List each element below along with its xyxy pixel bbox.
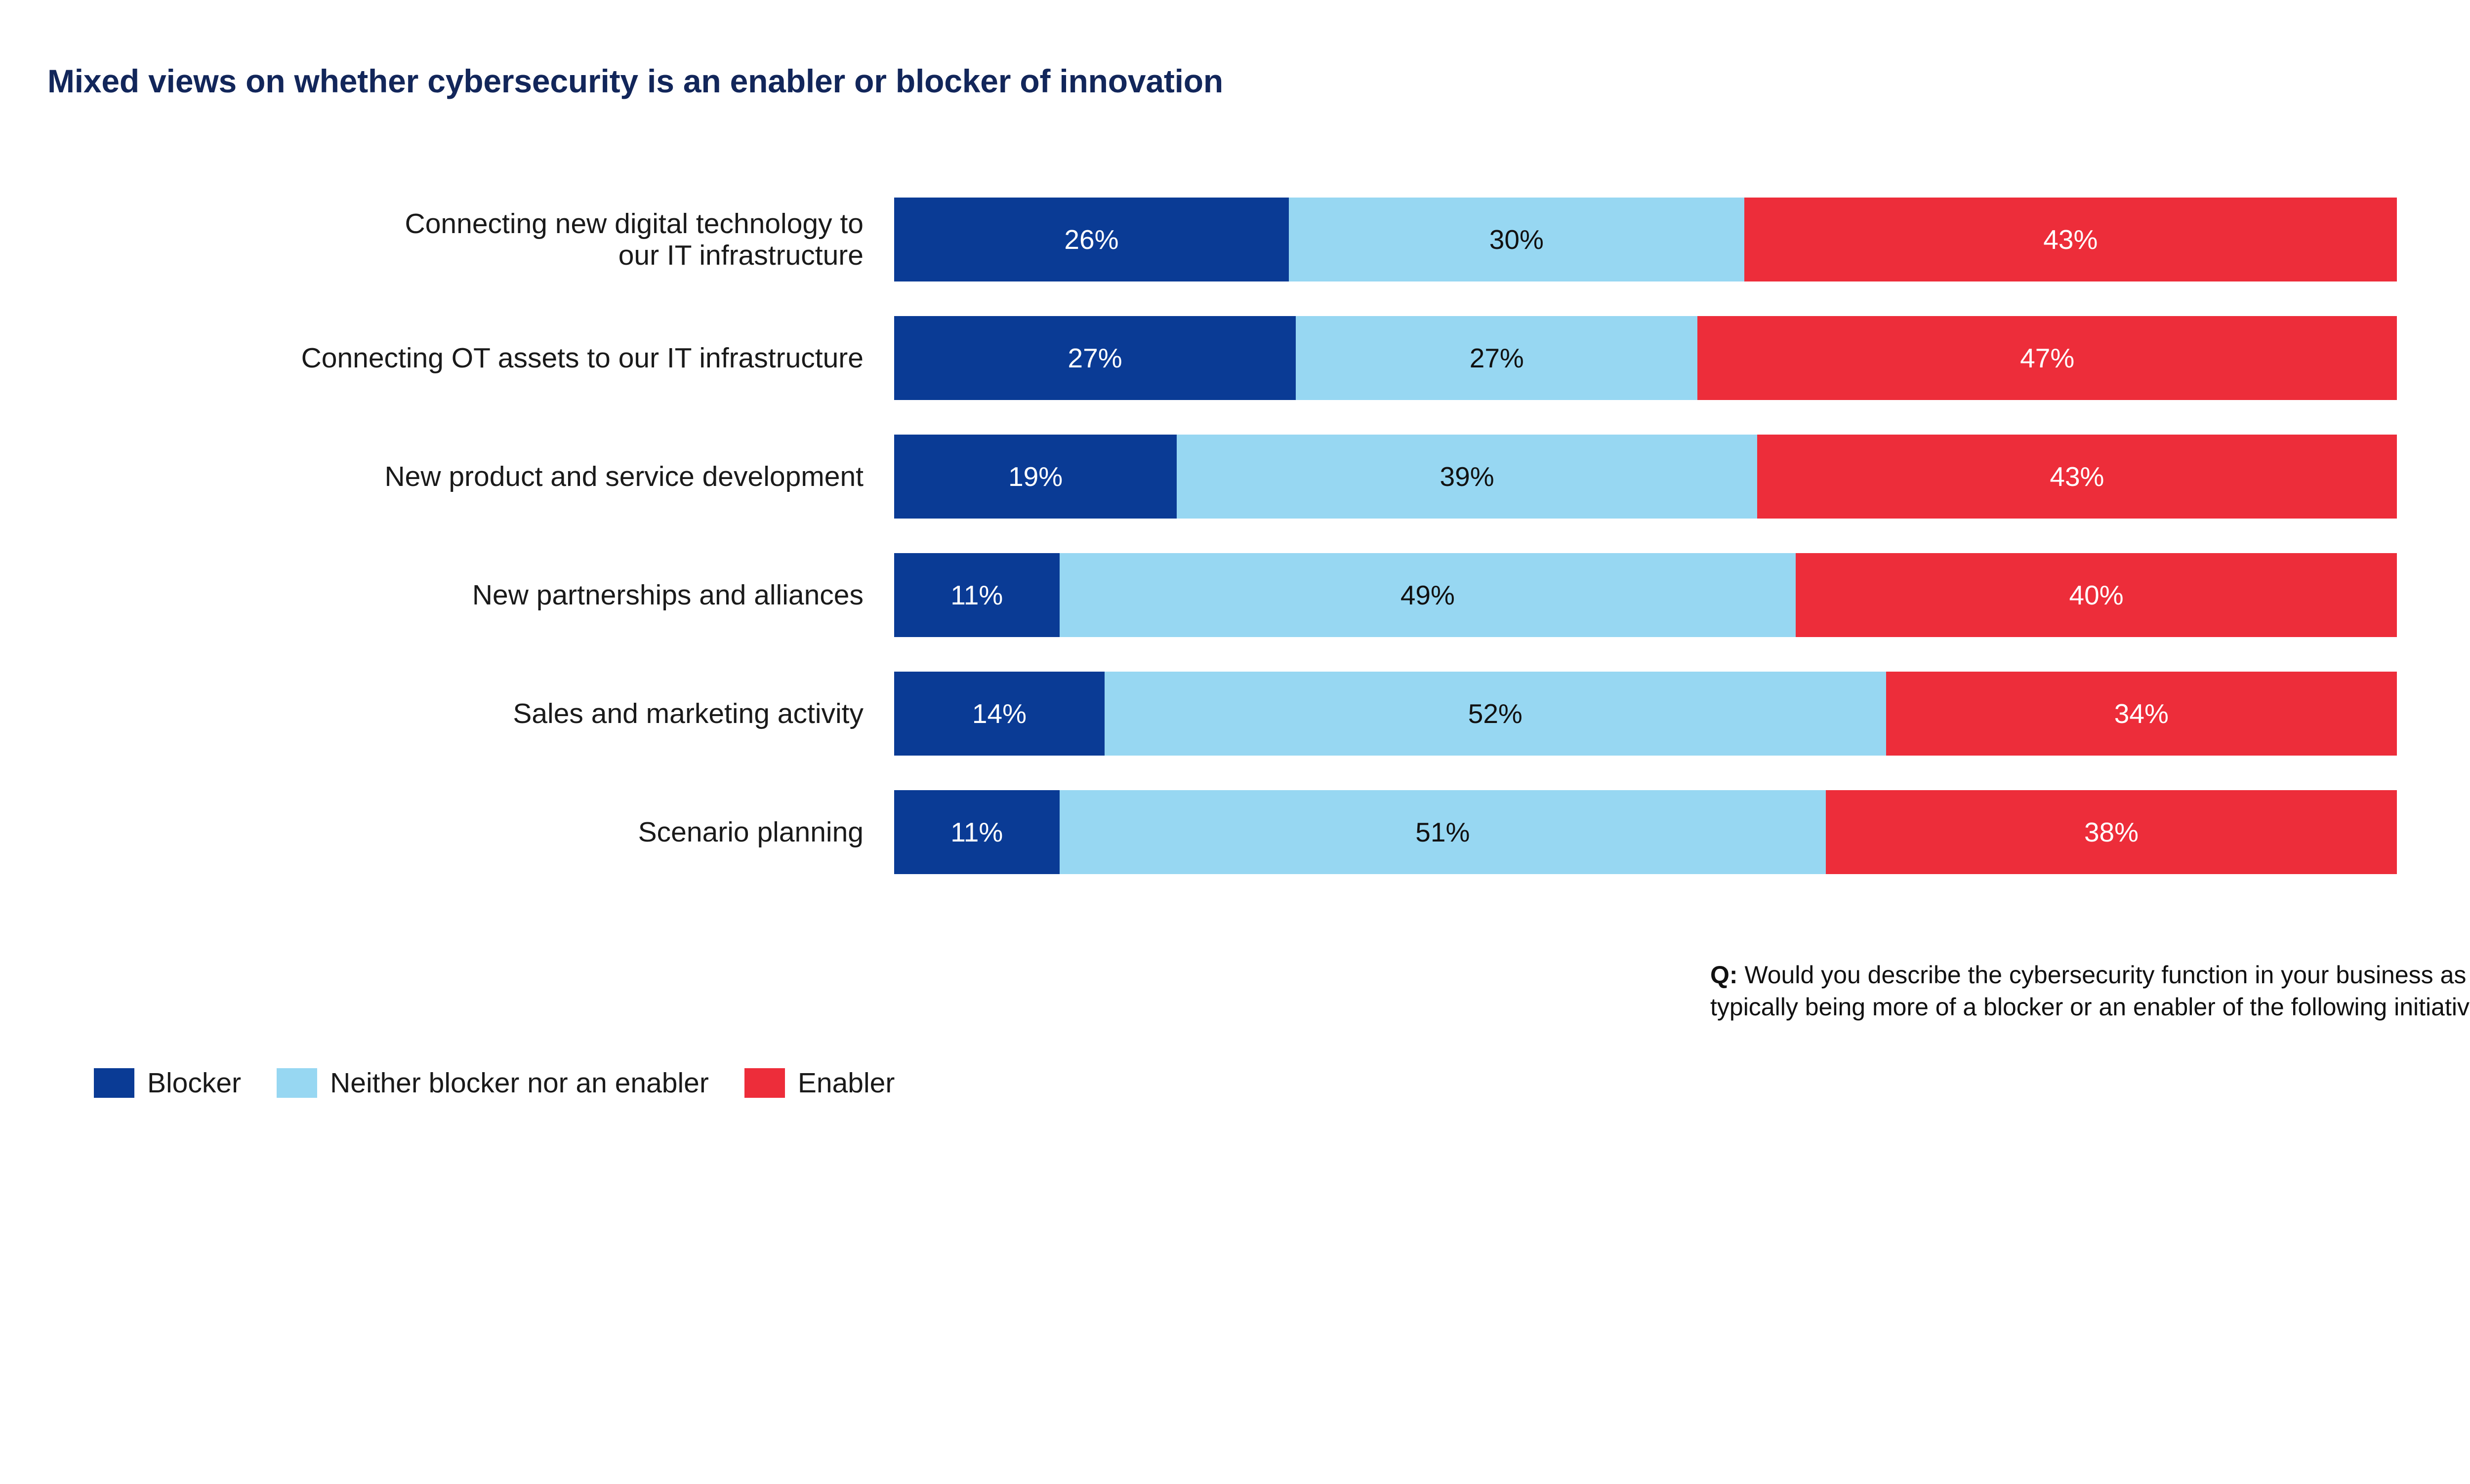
segment-value-label: 52% xyxy=(1468,698,1523,729)
segment-blocker: 11% xyxy=(894,790,1060,874)
segment-neither: 27% xyxy=(1296,316,1698,400)
segment-value-label: 30% xyxy=(1489,224,1544,255)
bar-row: Connecting new digital technology to our… xyxy=(0,198,2470,281)
segment-value-label: 26% xyxy=(1064,224,1119,255)
legend-item[interactable]: Blocker xyxy=(94,1067,241,1099)
segment-blocker: 14% xyxy=(894,672,1105,756)
segment-neither: 39% xyxy=(1177,435,1757,519)
bar-row: New partnerships and alliances 11% 49% 40% xyxy=(0,553,2470,637)
legend-swatch-icon xyxy=(744,1068,785,1098)
page-title: Mixed views on whether cybersecurity is … xyxy=(47,63,1224,100)
segment-blocker: 27% xyxy=(894,316,1296,400)
segment-blocker: 19% xyxy=(894,435,1177,519)
segment-neither: 52% xyxy=(1104,672,1886,756)
segment-value-label: 49% xyxy=(1400,580,1455,610)
bar-track: 19% 39% 43% xyxy=(894,435,2397,519)
segment-value-label: 19% xyxy=(1008,461,1063,492)
segment-neither: 51% xyxy=(1059,790,1826,874)
question-prefix: Q: xyxy=(1710,961,1738,989)
category-label: Scenario planning xyxy=(638,816,864,848)
category-label: New partnerships and alliances xyxy=(472,579,864,611)
legend-label: Neither blocker nor an enabler xyxy=(330,1067,709,1099)
segment-enabler: 34% xyxy=(1886,672,2397,756)
legend-item[interactable]: Enabler xyxy=(744,1067,895,1099)
category-label: Sales and marketing activity xyxy=(513,697,864,729)
bar-row: Connecting OT assets to our IT infrastru… xyxy=(0,316,2470,400)
segment-value-label: 43% xyxy=(2043,224,2098,255)
segment-value-label: 11% xyxy=(950,580,1003,610)
bar-track: 11% 49% 40% xyxy=(894,553,2397,637)
segment-value-label: 27% xyxy=(1068,343,1122,373)
legend-swatch-icon xyxy=(94,1068,134,1098)
segment-enabler: 38% xyxy=(1826,790,2397,874)
bar-row: Scenario planning 11% 51% 38% xyxy=(0,790,2470,874)
bar-track: 27% 27% 47% xyxy=(894,316,2397,400)
segment-value-label: 11% xyxy=(950,817,1003,847)
legend-label: Blocker xyxy=(147,1067,242,1099)
bar-track: 14% 52% 34% xyxy=(894,672,2397,756)
segment-value-label: 47% xyxy=(2020,343,2075,373)
bar-row: Sales and marketing activity 14% 52% 34% xyxy=(0,672,2470,756)
segment-value-label: 40% xyxy=(2069,580,2124,610)
category-label: Connecting new digital technology to our… xyxy=(405,207,864,271)
question-note: Q: Would you describe the cybersecurity … xyxy=(1710,959,2470,1023)
bar-row: New product and service development 19% 39… xyxy=(0,435,2470,519)
category-label: New product and service development xyxy=(384,460,864,492)
segment-enabler: 43% xyxy=(1757,435,2397,519)
chart-legend: Blocker Neither blocker nor an enabler Ena… xyxy=(94,1067,930,1099)
segment-value-label: 39% xyxy=(1440,461,1494,492)
segment-blocker: 26% xyxy=(894,198,1289,281)
category-label: Connecting OT assets to our IT infrastru… xyxy=(301,342,864,374)
segment-value-label: 14% xyxy=(972,698,1027,729)
chart-plot-area: Connecting new digital technology to our… xyxy=(0,198,2470,904)
segment-blocker: 11% xyxy=(894,553,1060,637)
segment-enabler: 47% xyxy=(1697,316,2397,400)
legend-swatch-icon xyxy=(277,1068,318,1098)
bar-track: 26% 30% 43% xyxy=(894,198,2397,281)
segment-value-label: 38% xyxy=(2084,817,2139,847)
segment-enabler: 40% xyxy=(1796,553,2397,637)
question-text: Would you describe the cybersecurity fun… xyxy=(1710,961,2470,1021)
segment-value-label: 34% xyxy=(2114,698,2169,729)
segment-value-label: 51% xyxy=(1415,817,1470,847)
segment-value-label: 27% xyxy=(1469,343,1524,373)
segment-neither: 49% xyxy=(1059,553,1796,637)
bar-track: 11% 51% 38% xyxy=(894,790,2397,874)
legend-label: Enabler xyxy=(797,1067,895,1099)
segment-neither: 30% xyxy=(1288,198,1744,281)
legend-item[interactable]: Neither blocker nor an enabler xyxy=(277,1067,709,1099)
segment-value-label: 43% xyxy=(2050,461,2104,492)
segment-enabler: 43% xyxy=(1744,198,2397,281)
